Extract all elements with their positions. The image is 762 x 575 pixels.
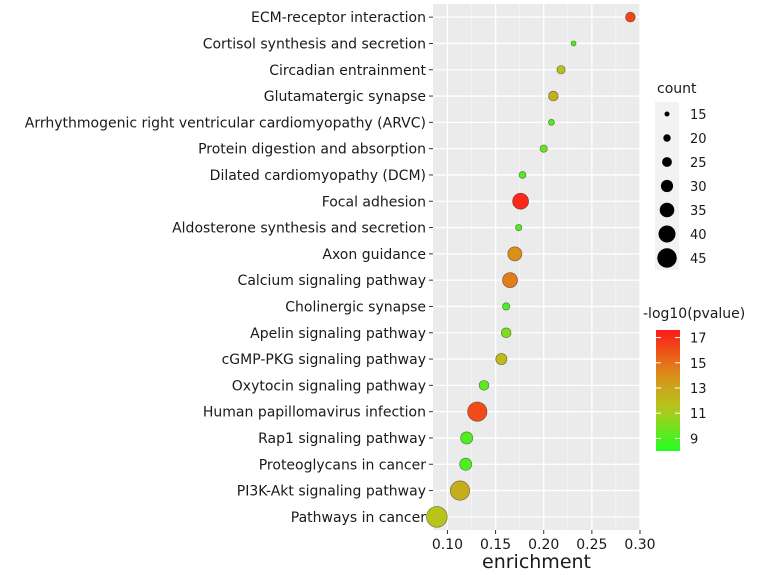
y-tick-label: Cholinergic synapse (285, 299, 426, 315)
y-tick-label: Calcium signaling pathway (238, 273, 426, 289)
y-axis-ticks: ECM-receptor interaction Cortisol synthes… (25, 10, 433, 526)
data-point (502, 302, 511, 311)
data-point (460, 431, 474, 445)
data-point (556, 65, 566, 75)
colorbar-label: 11 (690, 407, 707, 422)
y-tick-label: Arrhythmogenic right ventricular cardiom… (25, 115, 426, 131)
y-tick-label: ECM-receptor interaction (251, 10, 426, 26)
pvalue-legend-title: -log10(pvalue) (643, 306, 745, 322)
count-legend-dot (663, 134, 671, 142)
data-point (512, 192, 529, 210)
pvalue-legend: -log10(pvalue) 9 11 13 15 17 (643, 306, 745, 451)
y-tick-label: Focal adhesion (322, 194, 426, 210)
colorbar-label: 17 (690, 332, 707, 347)
count-legend-dot (657, 248, 677, 268)
y-tick-label: Dilated cardiomyopathy (DCM) (210, 168, 426, 184)
x-tick-label: 0.30 (624, 537, 655, 553)
data-point (539, 144, 548, 153)
y-tick-label: Aldosterone synthesis and secretion (172, 221, 426, 237)
data-point (459, 457, 473, 471)
count-legend-label: 35 (690, 204, 707, 219)
x-tick-label: 0.15 (480, 537, 511, 553)
y-tick-label: Human papillomavirus infection (203, 405, 426, 421)
data-point (515, 223, 523, 232)
data-point (478, 380, 490, 391)
y-tick-label: Circadian entrainment (269, 63, 426, 79)
count-legend-dot (662, 157, 672, 167)
data-point (449, 480, 471, 501)
colorbar-label: 9 (690, 432, 698, 447)
data-point (570, 40, 577, 47)
count-legend-title: count (657, 81, 697, 97)
y-tick-label: Pathways in cancer (291, 510, 426, 526)
x-axis-ticks: 0.10 0.15 0.20 0.25 0.30 (432, 530, 656, 553)
y-tick-label: cGMP-PKG signaling pathway (222, 352, 426, 368)
count-legend-dot (664, 111, 670, 117)
data-point (548, 90, 559, 102)
y-tick-label: Axon guidance (322, 247, 426, 263)
x-tick-label: 0.25 (576, 537, 607, 553)
x-axis-title: enrichment (482, 551, 591, 573)
data-point (495, 353, 508, 366)
data-point (426, 506, 448, 528)
data-point (467, 401, 488, 422)
y-tick-label: Apelin signaling pathway (250, 326, 426, 342)
data-point (518, 171, 527, 179)
y-tick-label: Glutamatergic synapse (264, 89, 426, 105)
y-tick-label: Protein digestion and absorption (198, 142, 426, 158)
y-tick-label: PI3K-Akt signaling pathway (237, 484, 426, 500)
data-point (548, 119, 555, 126)
data-point (507, 246, 523, 262)
x-tick-label: 0.10 (432, 537, 463, 553)
data-point (625, 11, 636, 23)
count-legend: count 15 20 25 30 35 40 45 (655, 81, 707, 270)
plot-panel (433, 4, 640, 530)
count-legend-label: 30 (690, 180, 707, 195)
data-points (426, 11, 636, 528)
count-legend-dot (658, 225, 676, 243)
colorbar-label: 15 (690, 357, 707, 372)
count-legend-dot (660, 179, 674, 193)
data-point (502, 272, 518, 289)
grid-lines (433, 4, 641, 530)
count-legend-label: 45 (690, 252, 707, 267)
y-tick-label: Cortisol synthesis and secretion (203, 36, 426, 52)
count-legend-label: 15 (690, 108, 707, 123)
y-tick-label: Proteoglycans in cancer (259, 457, 427, 473)
y-tick-label: Oxytocin signaling pathway (232, 378, 426, 394)
pvalue-colorbar (656, 330, 680, 451)
count-legend-label: 25 (690, 156, 707, 171)
count-legend-dot (659, 202, 675, 218)
y-tick-label: Rap1 signaling pathway (258, 431, 426, 447)
data-point (500, 327, 512, 339)
count-legend-label: 40 (690, 228, 707, 243)
colorbar-label: 13 (690, 382, 707, 397)
count-legend-label: 20 (690, 132, 707, 147)
x-tick-label: 0.20 (528, 537, 559, 553)
